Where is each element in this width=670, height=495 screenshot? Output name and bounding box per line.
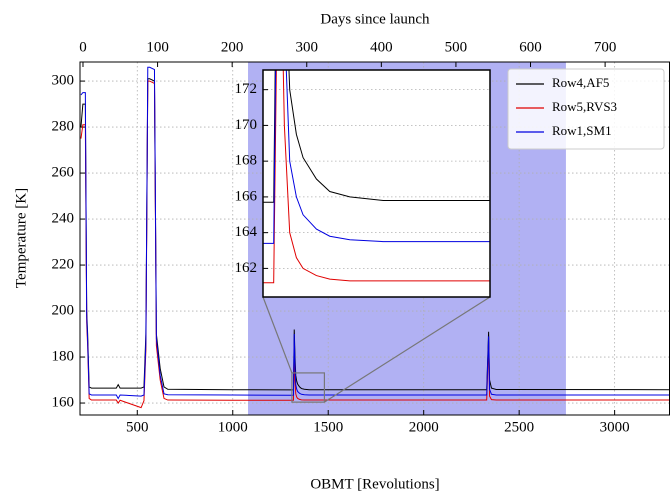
y-axis-label: Temperature [K] [13, 188, 29, 288]
inset-y-tick-label: 164 [235, 224, 258, 240]
inset-frame [262, 69, 491, 298]
x-axis-label: OBMT [Revolutions] [310, 476, 439, 492]
legend-box [507, 68, 665, 150]
x2-tick-label: 600 [519, 39, 542, 55]
line-series [80, 66, 670, 400]
inset-y-tick-label: 168 [235, 153, 258, 169]
inset-y-tick-label: 172 [235, 81, 258, 97]
x-tick-label: 500 [126, 419, 149, 435]
y-tick-label: 300 [52, 73, 75, 89]
x2-tick-label: 100 [146, 39, 169, 55]
y-tick-label: 240 [52, 211, 75, 227]
zoom-box [291, 372, 326, 403]
inset-background [263, 70, 490, 297]
x-tick-label: 2000 [409, 419, 439, 435]
x2-tick-label: 300 [296, 39, 319, 55]
zoom-connector [262, 296, 293, 374]
x2-axis-label: Days since launch [320, 11, 430, 27]
inset-y-tick-label: 170 [235, 117, 258, 133]
y-tick-label: 260 [52, 165, 75, 181]
y-tick-label: 280 [52, 119, 75, 135]
y-tick-label: 200 [52, 302, 75, 318]
line-series [80, 80, 670, 409]
y-tick-label: 160 [52, 394, 75, 410]
y-tick-label: 180 [52, 348, 75, 364]
x-tick-label: 3000 [600, 419, 630, 435]
x2-tick-label: 400 [370, 39, 393, 55]
inset-y-tick-label: 162 [235, 260, 258, 276]
x-tick-label: 1500 [313, 419, 343, 435]
legend-label: Row5,RVS3 [552, 99, 617, 114]
x2-tick-label: 700 [594, 39, 617, 55]
x2-tick-label: 200 [221, 39, 244, 55]
x-tick-label: 2500 [504, 419, 534, 435]
zoom-connector [324, 296, 491, 403]
legend-label: Row4,AF5 [552, 75, 609, 90]
plot-lines [80, 66, 670, 409]
x2-tick-label: 500 [445, 39, 468, 55]
line-series [80, 78, 670, 391]
inset-y-tick-label: 166 [235, 188, 258, 204]
legend: Row4,AF5 Row5,RVS3 Row1,SM1 [507, 68, 665, 150]
x-tick-label: 1000 [218, 419, 248, 435]
y-tick-label: 220 [52, 256, 75, 272]
x2-tick-label: 0 [79, 39, 87, 55]
legend-label: Row1,SM1 [552, 123, 612, 138]
